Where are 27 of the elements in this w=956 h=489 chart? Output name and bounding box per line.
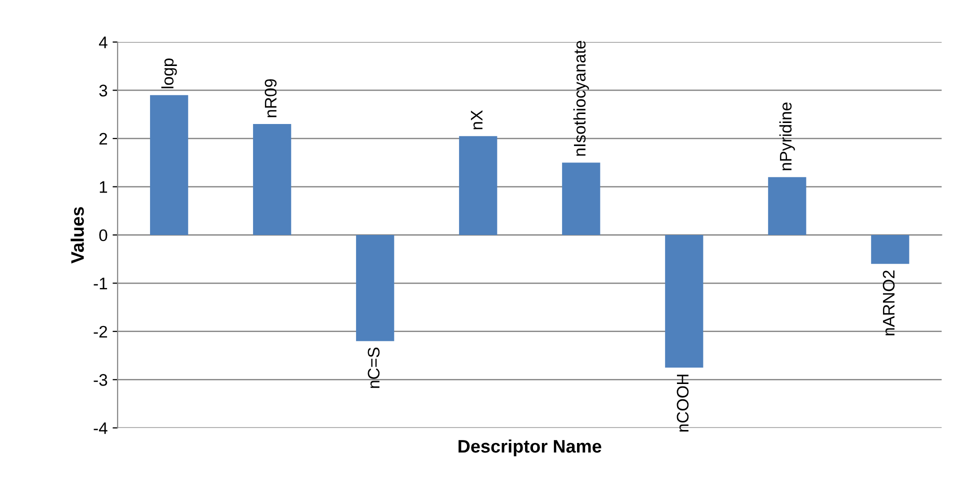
x-tick-label: nARNO2 [882, 270, 895, 336]
bar [562, 162, 600, 235]
x-tick-label: nPyridine [779, 102, 795, 170]
x-tick-label: nX [470, 110, 482, 130]
x-tick-label: logp [161, 58, 177, 88]
y-tick-label: -3 [94, 374, 108, 386]
y-tick-label: -1 [94, 278, 108, 290]
x-tick-label: nR09 [264, 79, 277, 118]
bar [356, 234, 394, 342]
bar [665, 234, 704, 368]
bar [459, 136, 498, 235]
x-tick-label: nCOOH [676, 374, 689, 432]
x-axis-title: Descriptor Name [458, 439, 602, 456]
bar [871, 234, 910, 264]
y-tick-label: 0 [99, 229, 108, 242]
y-tick-label: 1 [100, 181, 108, 193]
y-tick-label: -2 [94, 326, 108, 338]
y-tick-label: 2 [99, 132, 108, 145]
bar [768, 177, 806, 235]
bar [150, 95, 188, 235]
y-axis-title: Values [70, 207, 84, 264]
x-tick-label: nC=S [368, 348, 380, 388]
y-tick-label: -4 [94, 422, 108, 434]
y-tick-label: 4 [98, 36, 108, 48]
x-tick-label: nIsothiocyanate [573, 40, 589, 156]
bar [253, 124, 292, 235]
y-tick-label: 3 [99, 84, 108, 96]
